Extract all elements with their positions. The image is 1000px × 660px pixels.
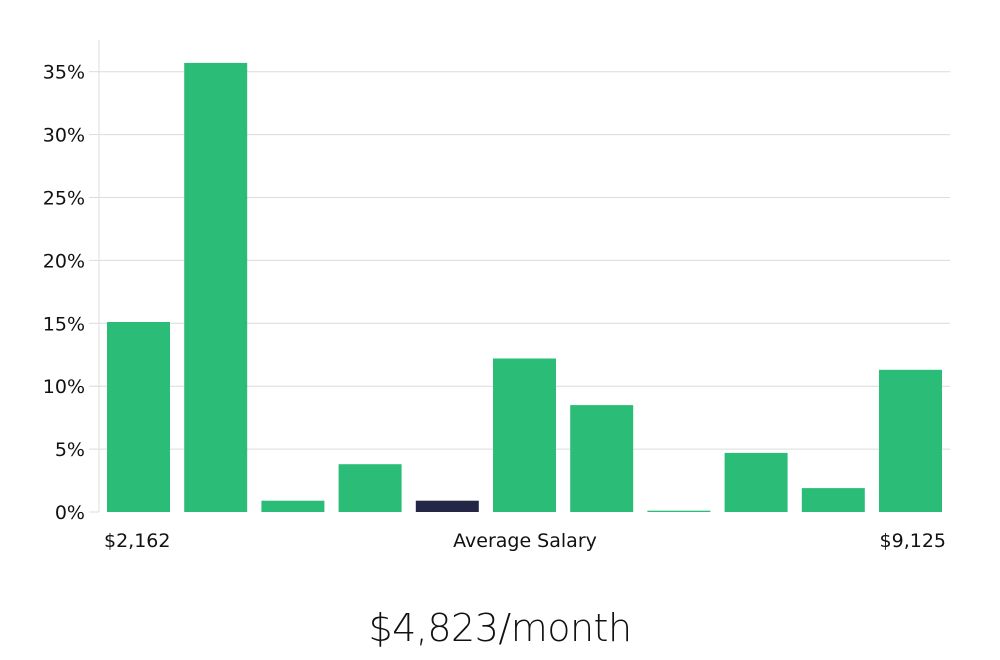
y-tick-label: 5% [55,439,85,461]
y-tick-label: 15% [43,313,85,335]
x-axis-max-label: $9,125 [880,530,946,552]
y-tick-label: 35% [43,62,85,84]
y-tick-label: 0% [55,502,85,524]
y-tick-label: 20% [43,250,85,272]
bar [879,369,942,512]
y-tick-label: 10% [43,376,85,398]
bars [107,62,942,513]
bar-highlight [415,500,479,512]
y-tick-label: 25% [43,188,85,210]
y-tick-label: 30% [43,125,85,147]
salary-histogram: 0% 5% 10% 15% 20% 25% 30% 35% $2,162 Average Sa… [43,40,950,552]
bar [724,452,788,512]
average-salary-value: $4,823/month [368,606,632,650]
bar [493,358,556,512]
bar [338,464,402,512]
bar [570,405,634,512]
bar [801,488,865,512]
bar [184,62,248,513]
bar [261,500,325,512]
bar [647,510,711,512]
x-axis-min-label: $2,162 [104,530,170,552]
y-tick-labels: 0% 5% 10% 15% 20% 25% 30% 35% [43,62,99,524]
x-axis-title: Average Salary [453,530,597,552]
bar [107,322,170,512]
